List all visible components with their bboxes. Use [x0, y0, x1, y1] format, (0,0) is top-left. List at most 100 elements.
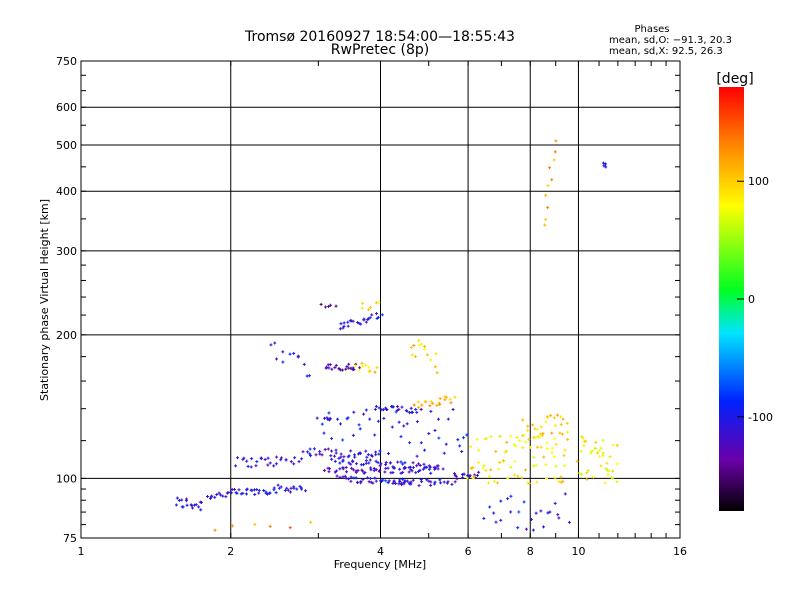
data-point [412, 403, 416, 407]
data-point [438, 402, 442, 406]
data-point [367, 461, 371, 465]
data-point [420, 403, 424, 407]
data-point [443, 394, 447, 398]
data-point [377, 406, 381, 410]
data-point [296, 354, 300, 358]
data-point [330, 437, 334, 441]
data-point [250, 457, 254, 461]
data-point [596, 451, 600, 455]
data-point [338, 461, 342, 465]
data-point [603, 481, 607, 485]
data-point [502, 459, 506, 463]
data-point [559, 415, 563, 419]
data-point [347, 454, 351, 458]
data-point [487, 474, 491, 478]
data-point [434, 466, 438, 470]
data-point [283, 488, 287, 492]
data-point [444, 395, 448, 399]
data-point [378, 449, 382, 453]
data-point [357, 423, 361, 427]
data-point [439, 481, 443, 485]
data-point [380, 313, 384, 317]
data-point [393, 466, 397, 470]
data-point [531, 423, 535, 427]
data-point [531, 528, 535, 532]
data-point [422, 462, 426, 466]
chart-title: Tromsø 20160927 18:54:00—18:55:43 [244, 29, 515, 45]
data-point [535, 480, 539, 484]
data-point [262, 488, 266, 492]
data-point [364, 320, 368, 324]
data-point [611, 443, 615, 447]
data-point [553, 501, 557, 505]
data-point [199, 508, 203, 512]
x-tick-label: 4 [377, 545, 384, 558]
data-point [190, 504, 194, 508]
data-point [392, 479, 396, 483]
data-point [328, 417, 332, 421]
data-point [399, 460, 403, 464]
data-point [489, 468, 493, 472]
data-point [334, 451, 338, 455]
data-point [414, 407, 418, 411]
data-point [213, 528, 217, 532]
data-point [386, 481, 390, 485]
data-point [541, 431, 545, 435]
data-point [604, 165, 608, 169]
data-point [341, 467, 345, 471]
data-point [482, 516, 486, 520]
data-point [325, 416, 329, 420]
data-point [477, 448, 481, 452]
x-tick-label: 8 [527, 545, 534, 558]
data-point [499, 518, 503, 522]
data-point [427, 432, 431, 436]
data-point [288, 490, 292, 494]
data-point [268, 491, 272, 495]
data-point [409, 406, 413, 410]
data-point [272, 488, 276, 492]
data-point [193, 503, 197, 507]
data-point [563, 464, 567, 468]
data-point [334, 448, 338, 452]
data-point [205, 495, 209, 499]
data-point [467, 475, 471, 479]
data-point [358, 452, 362, 456]
data-point [597, 449, 601, 453]
data-point [221, 494, 225, 498]
data-point [215, 493, 219, 497]
data-point [275, 357, 279, 361]
data-point [506, 497, 510, 501]
data-point [534, 511, 538, 515]
data-point [359, 481, 363, 485]
data-point [432, 482, 436, 486]
data-point [288, 352, 292, 356]
data-point [494, 520, 498, 524]
data-point [274, 491, 278, 495]
data-point [488, 505, 492, 509]
data-point [266, 463, 270, 467]
data-point [538, 432, 542, 436]
data-point [546, 511, 550, 515]
data-point [461, 436, 465, 440]
data-point [443, 398, 447, 402]
data-point [297, 460, 301, 464]
data-point [326, 447, 330, 451]
data-point [268, 524, 272, 528]
data-point [417, 343, 421, 347]
data-point [458, 444, 462, 448]
data-point [368, 369, 372, 373]
data-point [438, 397, 442, 401]
data-point [319, 302, 323, 306]
data-point [349, 449, 353, 453]
data-point [513, 473, 517, 477]
data-point [279, 456, 283, 460]
data-point [329, 454, 333, 458]
data-point [606, 468, 610, 472]
data-point [509, 434, 513, 438]
data-point [259, 456, 263, 460]
data-point [594, 440, 598, 444]
data-point [435, 403, 439, 407]
data-point [347, 362, 351, 366]
data-point [601, 161, 605, 165]
data-point [456, 438, 460, 442]
